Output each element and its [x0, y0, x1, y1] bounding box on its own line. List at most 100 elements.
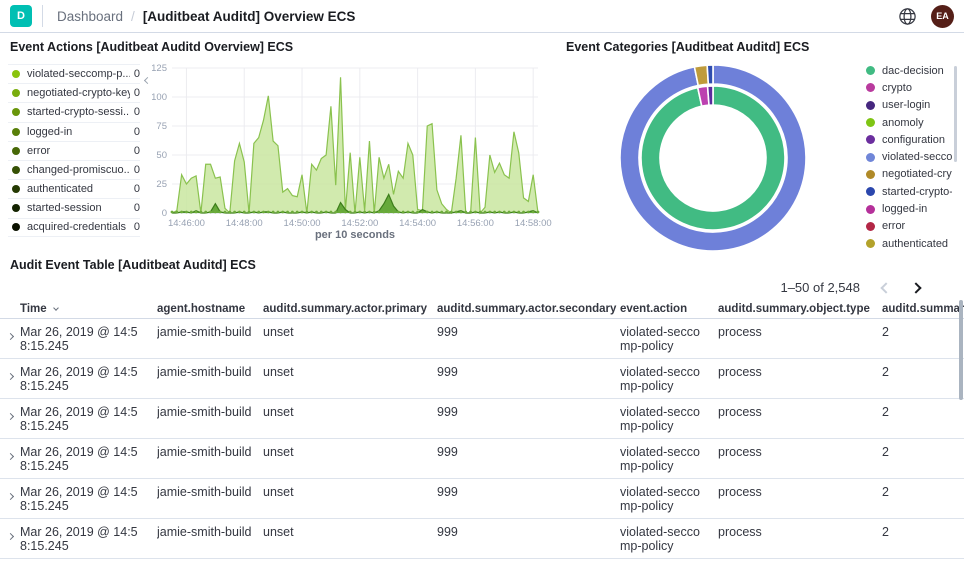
legend-item[interactable]: authenticated 0	[8, 179, 140, 198]
legend-item[interactable]: logged-in	[866, 200, 952, 217]
legend-item[interactable]: violated-seccomp-p... 0	[8, 64, 140, 83]
legend-color-dot	[12, 185, 20, 194]
cell-event-action: violated-seccomp-policy	[620, 446, 700, 473]
legend-item-label: started-crypto-sessi...	[27, 106, 130, 119]
legend-item-label: acquired-credentials	[27, 221, 127, 234]
legend-item-label: dac-decision	[882, 64, 944, 77]
app-logo[interactable]: D	[10, 5, 32, 27]
cell-time: Mar 26, 2019 @ 14:58:15.245	[20, 366, 138, 393]
column-header-event-action[interactable]: event.action	[620, 302, 688, 315]
svg-text:125: 125	[152, 63, 167, 74]
legend-item[interactable]: user-login	[866, 97, 952, 114]
previous-page-button[interactable]	[878, 276, 894, 299]
expand-row-button[interactable]	[6, 446, 20, 462]
breadcrumb-dashboard[interactable]: Dashboard	[57, 8, 124, 24]
column-header-actor-primary[interactable]: auditd.summary.actor.primary	[263, 302, 428, 315]
audit-table-panel-title: Audit Event Table [Auditbeat Auditd] ECS	[10, 258, 256, 272]
cell-summary: 2	[882, 446, 889, 459]
legend-color-dot	[866, 135, 875, 145]
legend-item-label: changed-promiscuo...	[27, 164, 130, 177]
legend-item[interactable]: started-crypto-sessi... 0	[8, 102, 140, 121]
legend-item[interactable]: changed-promiscuo... 0	[8, 159, 140, 179]
legend-item-label: negotiated-crypto...	[882, 168, 952, 181]
chevron-right-icon	[6, 332, 15, 341]
legend-item[interactable]: anomoly	[866, 114, 952, 131]
chevron-left-icon	[143, 76, 152, 85]
cell-event-action: violated-seccomp-policy	[620, 526, 700, 553]
legend-item[interactable]: crypto	[866, 79, 952, 96]
legend-collapse-button[interactable]	[143, 70, 152, 88]
table-row[interactable]: Mar 26, 2019 @ 14:58:15.245 jamie-smith-…	[0, 439, 964, 479]
page-title: [Auditbeat Auditd] Overview ECS	[142, 8, 356, 24]
legend-item-label: started-session	[27, 202, 102, 215]
user-avatar[interactable]: EA	[931, 4, 954, 28]
table-row[interactable]: Mar 26, 2019 @ 14:58:15.245 jamie-smith-…	[0, 319, 964, 359]
column-header-hostname[interactable]: agent.hostname	[157, 302, 246, 315]
legend-color-dot	[12, 166, 20, 175]
legend-color-dot	[866, 152, 875, 162]
legend-item-label: logged-in	[882, 203, 928, 216]
chevron-right-icon	[6, 372, 15, 381]
legend-item[interactable]: error 0	[8, 140, 140, 160]
legend-item[interactable]: configuration	[866, 131, 952, 148]
legend-item[interactable]: error	[866, 218, 952, 235]
event-actions-area-chart[interactable]: 0 25 50 75 100 125 14:46:00 14:48:00 14:50:00 14:…	[152, 58, 552, 250]
donut-slice-started-crypto-session[interactable]	[706, 64, 714, 85]
expand-row-button[interactable]	[6, 406, 20, 422]
legend-item[interactable]: acquired-credentials 0	[8, 217, 140, 237]
cell-time: Mar 26, 2019 @ 14:58:15.245	[20, 406, 138, 433]
cell-actor-secondary: 999	[437, 526, 458, 539]
expand-row-button[interactable]	[6, 326, 20, 342]
legend-item[interactable]: negotiated-crypto...	[866, 166, 952, 183]
cell-hostname: jamie-smith-build	[157, 526, 252, 539]
legend-item-label: authenticated	[27, 183, 94, 196]
table-row[interactable]: Mar 26, 2019 @ 14:58:15.245 jamie-smith-…	[0, 359, 964, 399]
cell-summary: 2	[882, 326, 889, 339]
table-row[interactable]: Mar 26, 2019 @ 14:58:15.245 jamie-smith-…	[0, 479, 964, 519]
svg-text:14:56:00: 14:56:00	[457, 218, 494, 229]
svg-text:14:58:00: 14:58:00	[515, 218, 552, 229]
column-header-actor-secondary[interactable]: auditd.summary.actor.secondary	[437, 302, 617, 315]
donut-slice-dac-decision[interactable]	[640, 85, 786, 231]
cell-object-type: process	[718, 366, 762, 379]
legend-item[interactable]: violated-seccomp...	[866, 148, 952, 165]
expand-row-button[interactable]	[6, 366, 20, 382]
event-categories-donut-chart[interactable]	[616, 58, 816, 252]
chevron-right-icon	[6, 532, 15, 541]
legend-item[interactable]: logged-in 0	[8, 121, 140, 141]
legend-color-dot	[12, 70, 20, 79]
cell-event-action: violated-seccomp-policy	[620, 486, 700, 513]
legend-item-value: 0	[133, 202, 140, 215]
legend-item-value: 0	[133, 68, 140, 81]
legend-item[interactable]: authenticated	[866, 235, 952, 252]
column-header-object-type[interactable]: auditd.summary.object.type	[718, 302, 870, 315]
breadcrumb-separator: /	[131, 8, 135, 24]
chevron-right-icon	[6, 412, 15, 421]
donut-slice-user-login[interactable]	[706, 85, 714, 107]
legend-item[interactable]: dac-decision	[866, 62, 952, 79]
expand-row-button[interactable]	[6, 526, 20, 542]
legend-scrollbar[interactable]	[954, 66, 957, 162]
legend-item[interactable]: negotiated-crypto-key 0	[8, 83, 140, 102]
column-header-time[interactable]: Time	[20, 303, 157, 315]
legend-item[interactable]: started-crypto-se...	[866, 183, 952, 200]
legend-color-dot	[12, 204, 20, 213]
legend-item-label: started-crypto-se...	[882, 185, 952, 198]
table-row[interactable]: Mar 26, 2019 @ 14:58:15.245 jamie-smith-…	[0, 519, 964, 559]
table-body: Mar 26, 2019 @ 14:58:15.245 jamie-smith-…	[0, 319, 964, 559]
table-scrollbar[interactable]	[959, 300, 963, 400]
cell-hostname: jamie-smith-build	[157, 406, 252, 419]
legend-color-dot	[866, 66, 875, 76]
expand-row-button[interactable]	[6, 486, 20, 502]
legend-item[interactable]: started-session 0	[8, 198, 140, 217]
legend-item-value: 0	[133, 144, 140, 157]
cell-actor-secondary: 999	[437, 326, 458, 339]
table-row[interactable]: Mar 26, 2019 @ 14:58:15.245 jamie-smith-…	[0, 399, 964, 439]
cell-actor-secondary: 999	[437, 446, 458, 459]
column-header-summary[interactable]: auditd.summary	[882, 302, 964, 315]
globe-icon[interactable]	[898, 7, 917, 26]
donut-slice-violated-seccomp-policy[interactable]	[619, 64, 807, 252]
next-page-button[interactable]	[908, 276, 924, 299]
legend-item-label: user-login	[882, 99, 931, 112]
cell-event-action: violated-seccomp-policy	[620, 326, 700, 353]
